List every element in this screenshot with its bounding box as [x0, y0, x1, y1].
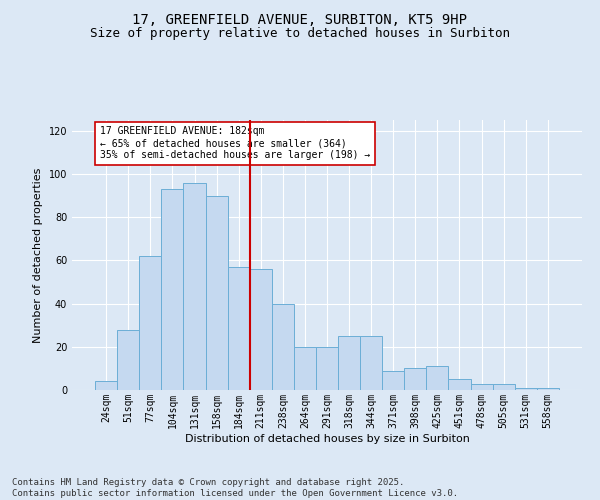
Bar	[250, 269, 272, 390]
Bar	[404, 368, 427, 390]
Bar	[139, 256, 161, 390]
Bar	[272, 304, 294, 390]
X-axis label: Distribution of detached houses by size in Surbiton: Distribution of detached houses by size …	[185, 434, 469, 444]
Bar	[493, 384, 515, 390]
Bar	[161, 189, 184, 390]
Bar	[360, 336, 382, 390]
Bar	[95, 382, 117, 390]
Text: Contains HM Land Registry data © Crown copyright and database right 2025.
Contai: Contains HM Land Registry data © Crown c…	[12, 478, 458, 498]
Bar	[316, 347, 338, 390]
Bar	[338, 336, 360, 390]
Bar	[294, 347, 316, 390]
Text: 17, GREENFIELD AVENUE, SURBITON, KT5 9HP: 17, GREENFIELD AVENUE, SURBITON, KT5 9HP	[133, 12, 467, 26]
Bar	[470, 384, 493, 390]
Bar	[448, 379, 470, 390]
Bar	[537, 388, 559, 390]
Bar	[382, 370, 404, 390]
Bar	[427, 366, 448, 390]
Text: Size of property relative to detached houses in Surbiton: Size of property relative to detached ho…	[90, 28, 510, 40]
Bar	[206, 196, 227, 390]
Bar	[515, 388, 537, 390]
Bar	[117, 330, 139, 390]
Text: 17 GREENFIELD AVENUE: 182sqm
← 65% of detached houses are smaller (364)
35% of s: 17 GREENFIELD AVENUE: 182sqm ← 65% of de…	[100, 126, 370, 160]
Bar	[184, 182, 206, 390]
Y-axis label: Number of detached properties: Number of detached properties	[33, 168, 43, 342]
Bar	[227, 267, 250, 390]
